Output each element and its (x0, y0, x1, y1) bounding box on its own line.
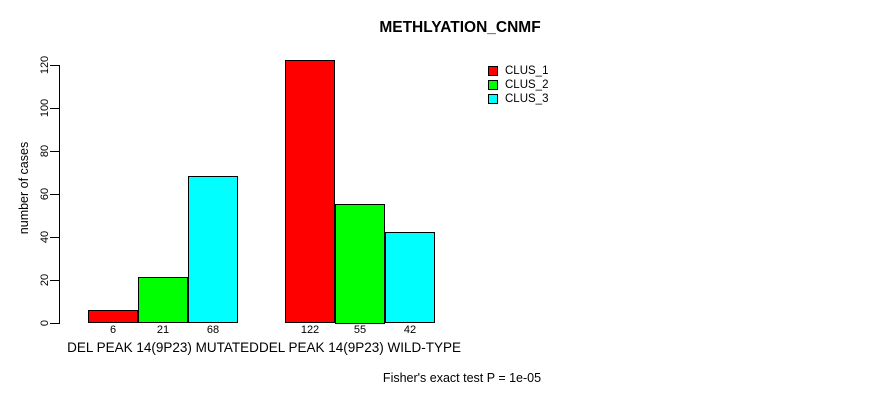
bar-value-label: 21 (156, 324, 170, 336)
y-tick-label: 80 (39, 144, 51, 157)
y-tick-mark (50, 151, 59, 152)
bar-value-label: 122 (300, 324, 320, 336)
y-axis-title: number of cases (17, 141, 31, 235)
bar-clus_2-group2 (335, 204, 385, 324)
chart-title: METHLYATION_CNMF (379, 19, 541, 36)
legend-swatch-icon (488, 80, 498, 90)
y-tick-mark (50, 108, 59, 109)
bar-clus_3-group2 (385, 232, 435, 324)
annotation-text: Fisher's exact test P = 1e-05 (382, 371, 542, 385)
y-tick-mark (50, 323, 59, 324)
y-tick-label: 0 (39, 319, 51, 326)
y-tick-label: 60 (39, 187, 51, 200)
bar-value-label: 55 (353, 324, 367, 336)
y-tick-mark (50, 194, 59, 195)
bar-value-label: 42 (403, 324, 417, 336)
category-label: DEL PEAK 14(9P23) MUTATED (67, 340, 259, 355)
legend-swatch-icon (488, 66, 498, 76)
bar-clus_3-group1 (188, 176, 238, 324)
category-label: DEL PEAK 14(9P23) WILD-TYPE (258, 340, 462, 355)
y-tick-label: 40 (39, 230, 51, 243)
legend-swatch-icon (488, 94, 498, 104)
legend-item-clus_3: CLUS_3 (488, 92, 548, 106)
legend-item-clus_2: CLUS_2 (488, 78, 548, 92)
legend-label: CLUS_3 (505, 93, 549, 105)
legend: CLUS_1 CLUS_2 CLUS_3 (488, 64, 548, 106)
y-tick-mark (50, 65, 59, 66)
bar-clus_2-group1 (138, 277, 188, 324)
y-tick-label: 120 (39, 55, 51, 74)
bar-value-label: 68 (206, 324, 220, 336)
legend-label: CLUS_1 (505, 65, 549, 77)
bar-value-label: 6 (109, 324, 117, 336)
bar-clus_1-group1 (88, 309, 138, 324)
legend-item-clus_1: CLUS_1 (488, 64, 548, 78)
legend-label: CLUS_2 (505, 79, 549, 91)
y-tick-label: 100 (39, 98, 51, 117)
y-tick-mark (50, 280, 59, 281)
bar-clus_1-group2 (285, 60, 335, 324)
y-tick-mark (50, 237, 59, 238)
y-axis-line (59, 64, 60, 324)
y-tick-label: 20 (39, 273, 51, 286)
